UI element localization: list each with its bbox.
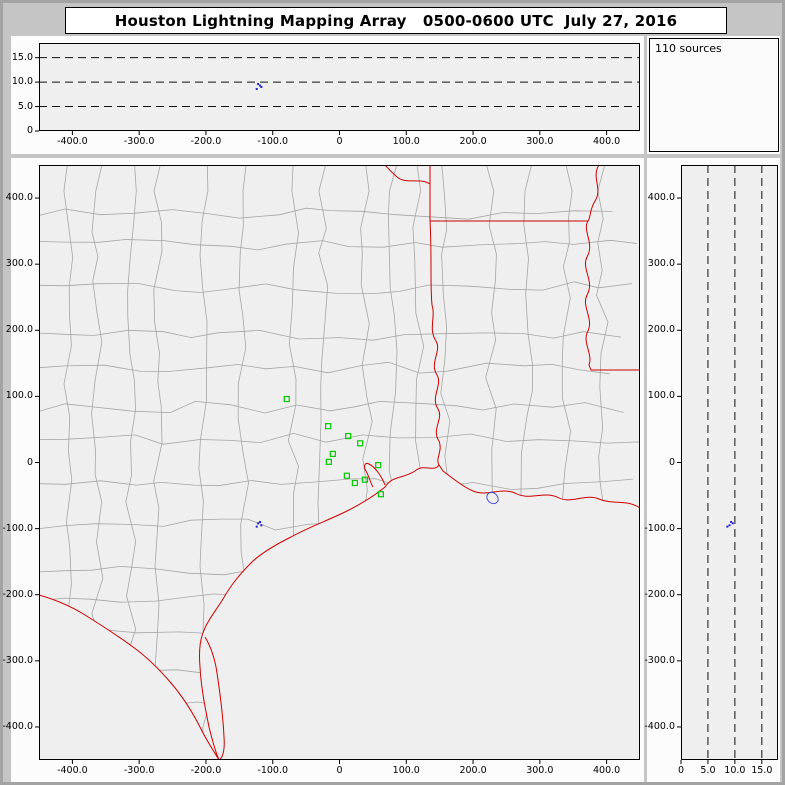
figure-title: Houston Lightning Mapping Array 0500-060… bbox=[65, 7, 727, 34]
ew-altitude-panel bbox=[11, 36, 644, 154]
source-count-label: 110 sources bbox=[655, 42, 722, 55]
ns-altitude-panel bbox=[647, 158, 780, 782]
plan-view-map-panel bbox=[11, 158, 644, 782]
